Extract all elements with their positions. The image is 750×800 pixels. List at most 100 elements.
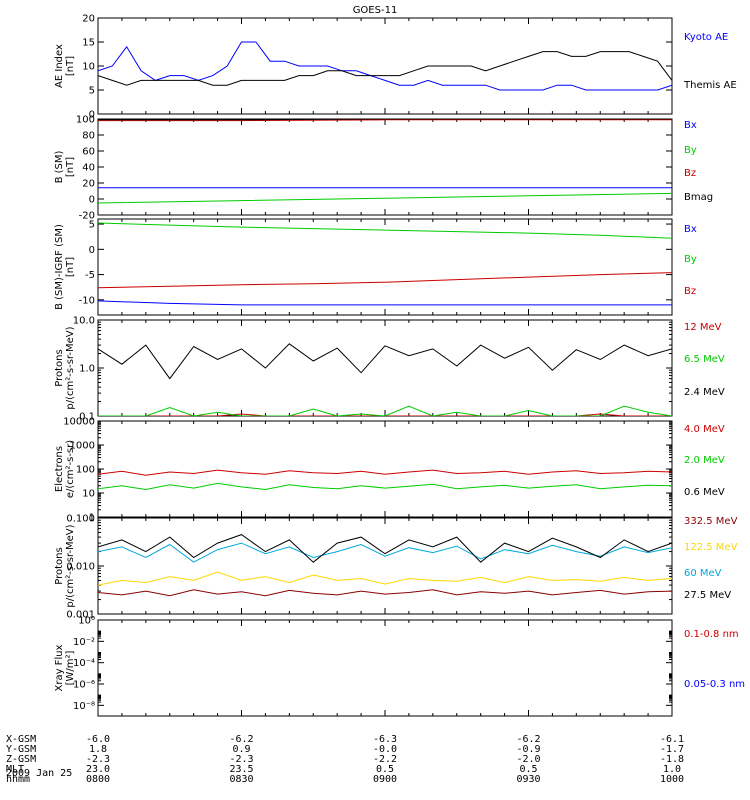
legend-12-mev: 12 MeV bbox=[684, 322, 722, 333]
series-line-bmag bbox=[98, 119, 672, 121]
y-tick-label: 10⁻⁶ bbox=[73, 680, 95, 691]
x-table-value: -2.3 bbox=[86, 754, 110, 765]
y-tick-label: 0.001 bbox=[66, 610, 95, 621]
series-line-332-5-mev bbox=[98, 589, 672, 597]
legend-0-6-mev: 0.6 MeV bbox=[684, 487, 725, 498]
y-tick-label: 10⁻⁸ bbox=[73, 701, 95, 712]
legend-2-4-mev: 2.4 MeV bbox=[684, 387, 725, 398]
series-line-4-0-mev bbox=[98, 469, 672, 476]
legend-bz: Bz bbox=[684, 168, 696, 179]
y-tick-label: -10 bbox=[79, 295, 95, 306]
series-line-2-0-mev bbox=[98, 482, 672, 491]
y-tick-label: 0 bbox=[89, 195, 95, 206]
x-table-row-label: MLT bbox=[6, 764, 24, 775]
x-table-value: 1.0 bbox=[663, 764, 681, 775]
series-line-bz bbox=[98, 119, 672, 122]
series-line-themis-ae bbox=[98, 51, 672, 86]
panel-frame bbox=[97, 17, 673, 115]
panel-frame bbox=[97, 218, 673, 316]
series-line-by bbox=[98, 222, 672, 239]
legend-kyoto-ae: Kyoto AE bbox=[684, 32, 728, 43]
legend-by: By bbox=[684, 145, 697, 156]
x-table-value: 0900 bbox=[373, 774, 397, 785]
panel-7: 10⁻⁸ 10⁻⁶ 10⁻⁴ 10⁻² 10⁰ Xray Flux [W/m²] 0.1-0.… bbox=[54, 616, 745, 717]
panel-frame bbox=[97, 619, 673, 717]
legend-60-mev: 60 MeV bbox=[684, 568, 722, 579]
y-tick-label: 0.010 bbox=[66, 562, 95, 573]
y-tick-label: 80 bbox=[82, 131, 95, 142]
x-table-value: -2.2 bbox=[373, 754, 397, 765]
legend-bz: Bz bbox=[684, 286, 696, 297]
y-tick-label: 10⁰ bbox=[78, 616, 95, 627]
legend-themis-ae: Themis AE bbox=[683, 80, 737, 91]
series-line-60-mev bbox=[98, 542, 672, 563]
panel-3: -10 -5 0 5 B (SM)-IGRF (SM) [nT] Bx By Bz bbox=[54, 218, 697, 316]
y-axis-label: Xray Flux bbox=[54, 644, 65, 691]
date-label: 2009 Jan 25 bbox=[6, 768, 72, 779]
panel-4: 0.1 1.0 10.0 Protons p/(cm²-s-sr-MeV) 12 MeV 6… bbox=[54, 316, 725, 423]
y-tick-label: 0.1 bbox=[79, 412, 95, 423]
y-tick-label: 0.100 bbox=[66, 514, 95, 525]
panel-frame bbox=[97, 118, 673, 216]
legend-bx: Bx bbox=[684, 224, 697, 235]
x-table-value: 0.5 bbox=[519, 764, 537, 775]
x-table-value: -6.0 bbox=[86, 734, 110, 745]
y-tick-label: 20 bbox=[82, 14, 95, 25]
y-tick-label: 1 bbox=[89, 513, 95, 524]
y-axis-label: p/(cm²-s-sr-MeV) bbox=[65, 326, 76, 409]
y-tick-label: 10⁻² bbox=[73, 637, 95, 648]
legend-122-5-mev: 122.5 MeV bbox=[684, 542, 738, 553]
y-tick-label: 40 bbox=[82, 163, 95, 174]
y-tick-label: 10⁻⁴ bbox=[73, 658, 95, 669]
legend-by: By bbox=[684, 254, 697, 265]
y-axis-label: Protons bbox=[54, 547, 65, 584]
x-table-value: 0800 bbox=[86, 774, 110, 785]
y-tick-label: -5 bbox=[85, 270, 95, 281]
y-axis-label: [nT] bbox=[65, 257, 76, 277]
legend-bx: Bx bbox=[684, 120, 697, 131]
legend-2-0-mev: 2.0 MeV bbox=[684, 455, 725, 466]
x-table-row-label: Y-GSM bbox=[6, 744, 36, 755]
x-axis-table: X-GSMY-GSMZ-GSMMLThhmm-6.01.8-2.323.0080… bbox=[6, 734, 684, 785]
legend-bmag: Bmag bbox=[684, 192, 713, 203]
series-line-bx bbox=[98, 300, 672, 306]
panel-2: -20 0 20 40 60 80 100 B (SM) [nT] Bx By Bz Bmag bbox=[54, 115, 713, 222]
y-tick-label: -20 bbox=[79, 211, 95, 222]
x-table-row-label: Z-GSM bbox=[6, 754, 36, 765]
y-tick-label: 1.0 bbox=[79, 364, 95, 375]
x-table-value: -0.0 bbox=[373, 744, 397, 755]
y-axis-label: Protons bbox=[54, 349, 65, 386]
y-tick-label: 0 bbox=[89, 110, 95, 121]
y-tick-label: 20 bbox=[82, 179, 95, 190]
legend-0-05-0-3-nm: 0.05-0.3 nm bbox=[684, 679, 745, 690]
y-axis-label: e/(cm²-s-sr) bbox=[65, 440, 76, 498]
x-table-value: -1.7 bbox=[660, 744, 684, 755]
x-table-value: 0930 bbox=[516, 774, 540, 785]
y-axis-label: AE Index bbox=[54, 44, 65, 88]
y-tick-label: 10 bbox=[82, 62, 95, 73]
panel-frame bbox=[97, 420, 673, 518]
x-table-value: 0.9 bbox=[232, 744, 250, 755]
legend-6-5-mev: 6.5 MeV bbox=[684, 354, 725, 365]
y-tick-label: 5 bbox=[89, 220, 95, 231]
series-line-bz bbox=[98, 272, 672, 289]
y-tick-label: 100 bbox=[76, 465, 95, 476]
x-table-value: -6.2 bbox=[229, 734, 253, 745]
x-table-row-label: hhmm bbox=[6, 774, 30, 785]
chart-title: GOES-11 bbox=[353, 5, 398, 16]
panel-6: 0.001 0.010 0.100 Protons p/(cm²-s-sr-MeV) 33… bbox=[54, 514, 738, 621]
y-tick-label: 10000 bbox=[63, 417, 95, 428]
x-table-value: 23.5 bbox=[229, 764, 253, 775]
legend-4-0-mev: 4.0 MeV bbox=[684, 424, 725, 435]
panel-frame bbox=[97, 319, 673, 417]
x-table-value: -0.9 bbox=[516, 744, 540, 755]
series-line-27-5-mev bbox=[98, 534, 672, 563]
y-axis-label: p/(cm²-s-sr-MeV) bbox=[65, 524, 76, 607]
x-table-value: 23.0 bbox=[86, 764, 110, 775]
y-axis-label: Electrons bbox=[54, 446, 65, 492]
x-table-value: -6.1 bbox=[660, 734, 684, 745]
series-line-kyoto-ae bbox=[98, 41, 672, 91]
x-table-value: -1.8 bbox=[660, 754, 684, 765]
